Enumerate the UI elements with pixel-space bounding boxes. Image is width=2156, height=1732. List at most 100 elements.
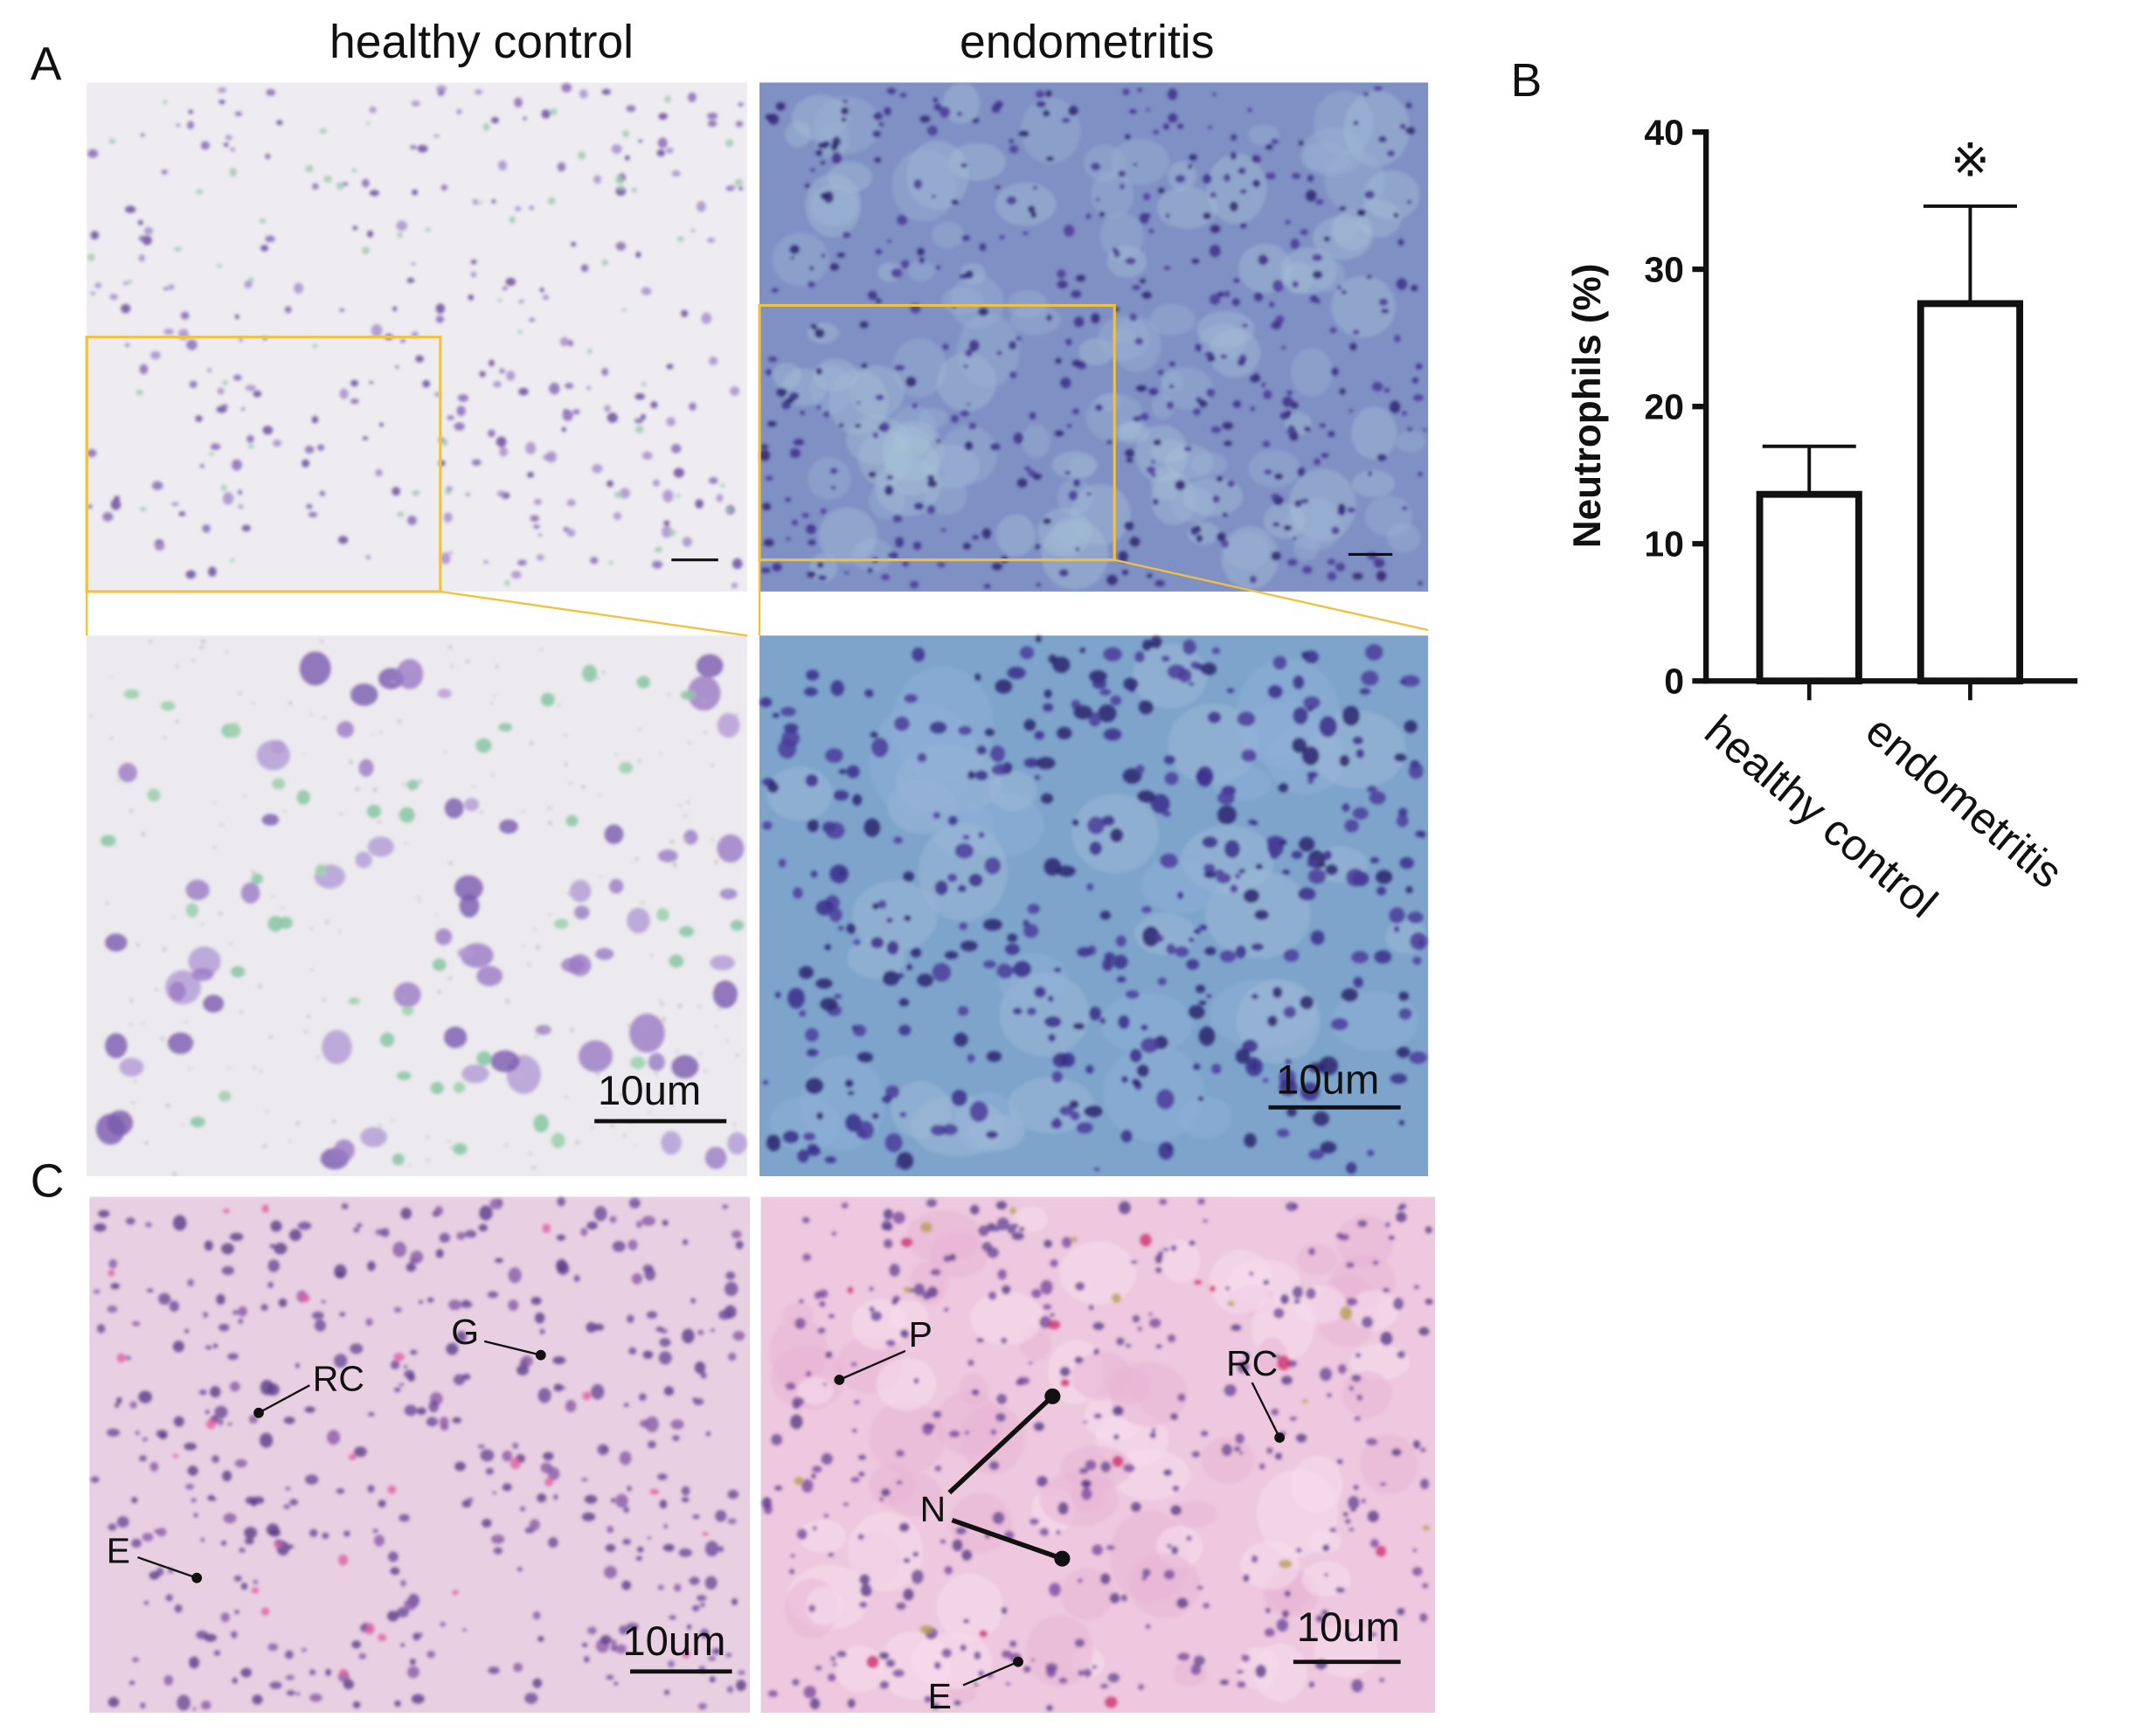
cell <box>1307 858 1318 868</box>
cell <box>847 1091 855 1096</box>
cell <box>1138 699 1154 715</box>
cell <box>156 1528 167 1537</box>
cell <box>1047 1320 1061 1330</box>
cell <box>642 1350 654 1360</box>
cell <box>1349 343 1357 351</box>
cell <box>1394 752 1407 762</box>
cell <box>787 987 806 1009</box>
cell <box>986 1223 996 1232</box>
cell <box>1347 507 1355 514</box>
cell <box>580 1228 588 1237</box>
cell <box>1217 805 1237 825</box>
cell <box>802 1216 810 1223</box>
cell <box>227 723 241 738</box>
cell <box>1269 301 1274 308</box>
cell <box>1060 1378 1071 1387</box>
cell <box>990 745 1005 763</box>
cell <box>1072 478 1081 488</box>
cell <box>828 1552 834 1557</box>
cell <box>1407 911 1424 924</box>
cell <box>982 918 1002 931</box>
column-header: endometritis <box>960 17 1215 68</box>
cell <box>760 567 771 573</box>
cell <box>869 1400 945 1475</box>
cell <box>309 927 314 931</box>
cell <box>1177 123 1184 129</box>
cell <box>1375 869 1393 884</box>
cell <box>140 506 147 512</box>
cell <box>1125 134 1131 141</box>
cell <box>661 1131 682 1155</box>
cell <box>1261 382 1266 388</box>
cell <box>1162 1247 1169 1252</box>
cell <box>1131 1501 1141 1513</box>
cell <box>312 183 319 190</box>
cell <box>1393 1298 1404 1311</box>
cell <box>490 1050 520 1072</box>
cell <box>591 1383 605 1400</box>
cell <box>1365 643 1383 661</box>
cell <box>276 120 283 126</box>
cell <box>1006 196 1017 205</box>
cell <box>402 997 406 1001</box>
cell <box>761 1497 772 1509</box>
cell <box>1276 1618 1288 1632</box>
cell <box>593 175 602 184</box>
cell <box>724 890 729 894</box>
cell <box>1123 677 1139 690</box>
cell <box>234 1610 239 1615</box>
cell <box>131 1497 138 1504</box>
cell <box>1237 1680 1246 1688</box>
cell <box>239 1010 243 1014</box>
cell <box>697 1329 704 1335</box>
cell <box>1207 153 1267 225</box>
cell <box>1401 506 1409 511</box>
cell <box>350 379 359 387</box>
cell <box>1141 1568 1151 1577</box>
cell <box>964 1431 970 1435</box>
cell <box>913 178 923 190</box>
cell <box>221 404 229 409</box>
cell <box>561 426 567 433</box>
cell <box>1099 1017 1106 1024</box>
cell <box>1320 1141 1337 1154</box>
cell <box>881 1095 892 1104</box>
cell <box>940 528 946 532</box>
cell <box>944 951 959 960</box>
arrow-head <box>253 1407 264 1418</box>
cell <box>348 1453 357 1460</box>
cell <box>829 263 840 271</box>
cell <box>474 89 483 95</box>
cell <box>1227 1300 1235 1306</box>
cell <box>840 107 849 115</box>
cell <box>1359 688 1370 696</box>
cell <box>969 1100 988 1122</box>
cell <box>1397 1350 1406 1359</box>
cell <box>155 988 159 991</box>
cell <box>547 806 552 810</box>
cell <box>1396 430 1425 453</box>
cell <box>882 970 900 986</box>
cell <box>1159 1198 1168 1205</box>
cell <box>1083 1420 1088 1424</box>
cell <box>692 1514 700 1520</box>
cell <box>360 1126 387 1147</box>
cell <box>1045 90 1052 98</box>
cell <box>932 221 964 249</box>
cell <box>838 925 844 931</box>
cell <box>260 1379 274 1396</box>
cell <box>1346 1297 1358 1306</box>
cell <box>718 1008 722 1010</box>
cell <box>1283 1006 1297 1018</box>
cell <box>1057 1501 1069 1515</box>
cell <box>884 1085 900 1099</box>
cell <box>1330 367 1339 377</box>
cell <box>710 1328 716 1333</box>
cell <box>189 380 198 389</box>
cell <box>1251 405 1255 412</box>
cell <box>130 766 134 769</box>
cell <box>1059 1366 1071 1377</box>
cell <box>710 955 735 971</box>
cell <box>1397 1206 1404 1211</box>
cell <box>1107 1673 1120 1683</box>
